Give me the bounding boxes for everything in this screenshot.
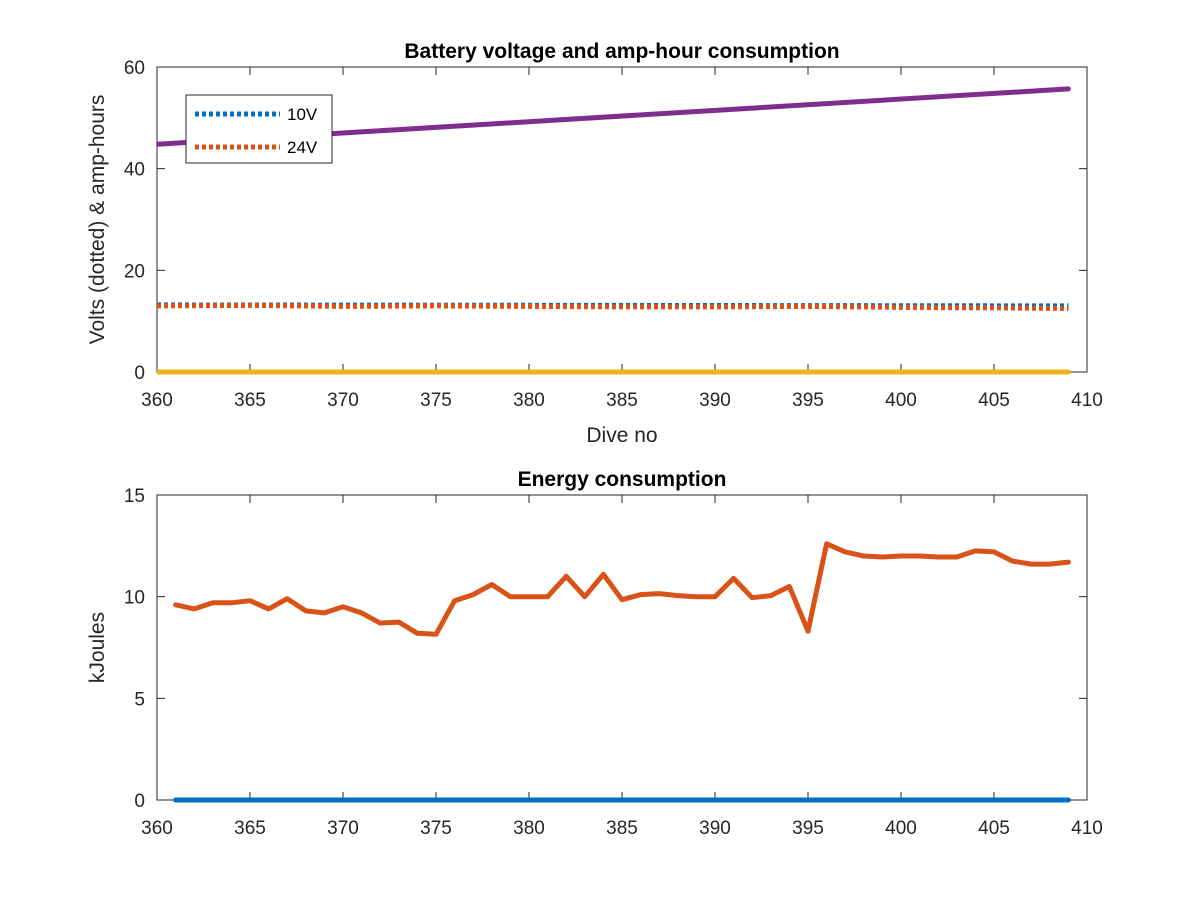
- plot-area: [156, 494, 1088, 801]
- x-tick-label: 375: [420, 818, 452, 839]
- series-group: [157, 86, 1071, 375]
- x-tick-label: 390: [699, 818, 731, 839]
- x-tick-label: 385: [606, 818, 638, 839]
- y-tick-label: 40: [124, 160, 145, 181]
- chart-title: Energy consumption: [518, 468, 727, 491]
- x-tick-label: 405: [978, 390, 1010, 411]
- series-group: [173, 541, 1071, 803]
- x-axis-label: Dive no: [586, 424, 657, 447]
- chart-title: Battery voltage and amp-hour consumption: [404, 40, 839, 63]
- x-tick-label: 410: [1071, 390, 1103, 411]
- y-tick-label: 0: [134, 363, 145, 384]
- x-tick-label: 395: [792, 818, 824, 839]
- y-tick-label: 15: [124, 486, 145, 507]
- x-tick-label: 380: [513, 390, 545, 411]
- legend: 10V 24V: [185, 94, 333, 164]
- series-line-24v: [157, 302, 1069, 311]
- x-tick-label: 365: [234, 390, 266, 411]
- legend-label-10v: 10V: [287, 105, 318, 124]
- y-tick-label: 20: [124, 261, 145, 282]
- x-tick-label: 375: [420, 390, 452, 411]
- x-tick-label: 385: [606, 390, 638, 411]
- x-tick-label: 400: [885, 390, 917, 411]
- chart-energy-consumption: 360 365 370 375 380 385 390 395 400 405 410 0 5 10 15 E…: [86, 468, 1103, 839]
- y-tick-label: 0: [134, 791, 145, 812]
- x-tick-label: 360: [141, 818, 173, 839]
- x-tick-label: 400: [885, 818, 917, 839]
- legend-label-24v: 24V: [287, 138, 318, 157]
- y-tick-label: 10: [124, 588, 145, 609]
- x-tick-label: 360: [141, 390, 173, 411]
- y-tick-label: 60: [124, 58, 145, 79]
- x-tick-label: 370: [327, 390, 359, 411]
- series-line-1: [173, 541, 1071, 637]
- x-tick-label: 410: [1071, 818, 1103, 839]
- y-axis-label: kJoules: [86, 612, 109, 683]
- x-tick-label: 395: [792, 390, 824, 411]
- legend-box: [185, 94, 333, 164]
- x-tick-label: 365: [234, 818, 266, 839]
- y-tick-label: 5: [134, 689, 145, 710]
- x-tick-label: 390: [699, 390, 731, 411]
- x-tick-label: 405: [978, 818, 1010, 839]
- x-tick-label: 380: [513, 818, 545, 839]
- chart-battery-voltage: 360 365 370 375 380 385 390 395 400 405 410 0 20 40 60…: [86, 40, 1103, 447]
- y-axis-label: Volts (dotted) & amp-hours: [86, 95, 109, 345]
- x-tick-label: 370: [327, 818, 359, 839]
